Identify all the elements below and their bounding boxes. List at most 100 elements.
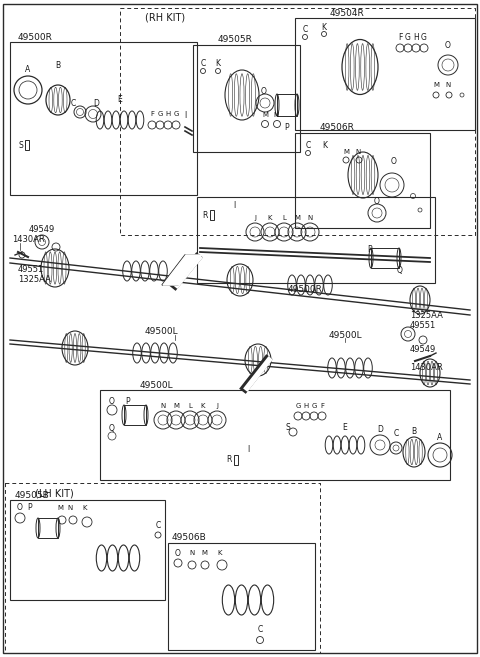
Text: I: I: [233, 200, 235, 210]
Text: (LH KIT): (LH KIT): [35, 488, 74, 498]
Text: 49500L: 49500L: [145, 327, 179, 336]
Text: 1430AR: 1430AR: [410, 363, 443, 373]
Text: I: I: [184, 110, 186, 120]
Text: M: M: [173, 403, 179, 409]
Text: F: F: [398, 34, 402, 43]
Text: H: H: [303, 403, 309, 409]
Text: F: F: [320, 403, 324, 409]
Text: K: K: [268, 215, 272, 221]
Text: 49549: 49549: [29, 225, 55, 235]
Bar: [210, 210, 214, 220]
Text: O: O: [175, 549, 181, 558]
Text: P: P: [126, 397, 130, 405]
Text: F: F: [150, 111, 154, 117]
Text: S: S: [285, 422, 290, 432]
Text: 49551: 49551: [410, 321, 436, 330]
Text: M: M: [262, 112, 268, 118]
Text: O: O: [374, 196, 380, 206]
Text: O: O: [391, 158, 397, 166]
Text: C: C: [200, 58, 205, 68]
Bar: [277, 94, 297, 116]
Text: 49551: 49551: [18, 265, 44, 275]
Text: S: S: [18, 141, 23, 150]
Text: G: G: [405, 34, 411, 43]
Bar: [124, 405, 146, 425]
Text: 49500L: 49500L: [140, 380, 174, 390]
Text: G: G: [157, 111, 163, 117]
Text: 1430AR: 1430AR: [12, 235, 45, 244]
Text: G: G: [173, 111, 179, 117]
Text: B: B: [411, 428, 417, 436]
Text: D: D: [377, 426, 383, 434]
Text: H: H: [166, 111, 170, 117]
Bar: [197, 197, 435, 283]
Text: M: M: [294, 215, 300, 221]
Text: G: G: [312, 403, 317, 409]
Text: 49504R: 49504R: [330, 9, 365, 18]
Text: A: A: [25, 66, 31, 74]
Text: D: D: [93, 99, 99, 108]
Text: 49506R: 49506R: [320, 124, 355, 133]
Text: M: M: [57, 505, 63, 511]
Text: N: N: [274, 112, 278, 118]
Bar: [295, 18, 475, 130]
Text: E: E: [343, 424, 348, 432]
Text: 49500R: 49500R: [288, 286, 323, 294]
Text: G: G: [295, 403, 300, 409]
Bar: [10, 42, 197, 195]
Text: R: R: [203, 210, 208, 219]
Text: 49500R: 49500R: [18, 32, 53, 41]
Text: M: M: [201, 550, 207, 556]
Text: P: P: [28, 503, 32, 512]
Text: E: E: [118, 95, 122, 104]
Bar: [100, 390, 450, 480]
Text: Q: Q: [397, 265, 403, 275]
Text: 1325AA: 1325AA: [410, 311, 443, 319]
Text: O: O: [109, 397, 115, 405]
Text: C: C: [71, 99, 76, 108]
Text: K: K: [322, 22, 326, 32]
Text: M: M: [343, 149, 349, 155]
Text: 49500L: 49500L: [328, 330, 362, 340]
Text: K: K: [323, 141, 327, 150]
Text: N: N: [67, 505, 72, 511]
Text: 49506B: 49506B: [172, 533, 207, 543]
Text: K: K: [201, 403, 205, 409]
Polygon shape: [162, 255, 200, 285]
Text: N: N: [307, 215, 312, 221]
Text: L: L: [282, 215, 286, 221]
Text: L: L: [188, 403, 192, 409]
Text: P: P: [368, 246, 372, 254]
Text: N: N: [445, 82, 451, 88]
Text: R: R: [227, 455, 232, 464]
Text: 49505B: 49505B: [15, 491, 50, 499]
Text: C: C: [305, 141, 311, 150]
Text: B: B: [55, 60, 60, 70]
Text: K: K: [218, 550, 222, 556]
Text: C: C: [394, 430, 398, 438]
Bar: [234, 455, 238, 465]
Text: A: A: [437, 432, 443, 442]
Text: O: O: [261, 87, 267, 97]
Bar: [25, 140, 29, 150]
Bar: [168, 543, 315, 650]
Text: M: M: [433, 82, 439, 88]
Text: O: O: [17, 503, 23, 512]
Text: I: I: [247, 445, 249, 455]
Text: C: C: [257, 625, 263, 635]
Text: C: C: [302, 26, 308, 35]
Text: K: K: [83, 505, 87, 511]
Text: P: P: [285, 124, 289, 133]
Text: J: J: [254, 215, 256, 221]
Polygon shape: [163, 255, 201, 285]
Bar: [371, 248, 399, 268]
Text: N: N: [355, 149, 360, 155]
Text: 1325AA: 1325AA: [18, 275, 51, 284]
Text: G: G: [421, 34, 427, 43]
Text: Q: Q: [109, 424, 115, 432]
Bar: [295, 133, 430, 228]
Text: 49549: 49549: [410, 346, 436, 355]
Text: N: N: [160, 403, 166, 409]
Text: H: H: [413, 34, 419, 43]
Text: N: N: [190, 550, 194, 556]
